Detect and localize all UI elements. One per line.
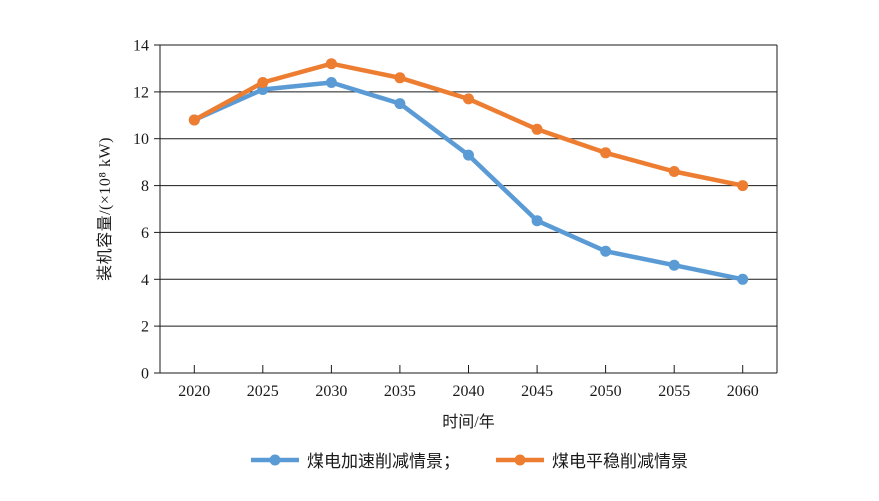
svg-text:2025: 2025 [247,383,279,400]
legend-label-accelerated-scenario: 煤电加速削减情景； [307,452,460,471]
chart-plot: 0 2 4 6 8 10 12 14 2020 2025 2030 2035 2040 2045 2050 2… [133,38,778,400]
svg-text:6: 6 [141,225,149,242]
x-axis-title: 时间/年 [442,414,495,431]
svg-text:2050: 2050 [590,383,622,400]
legend-dot-blue [269,454,281,465]
y-axis-title: 装机容量/(×10⁸ kW) [97,137,114,281]
svg-text:2045: 2045 [521,383,553,400]
legend-dot-orange [514,454,526,465]
svg-text:2020: 2020 [178,383,210,400]
svg-text:14: 14 [133,38,149,55]
legend-item-steady-scenario: 煤电平稳削减情景 [494,447,688,472]
svg-text:2: 2 [141,319,149,336]
svg-text:2035: 2035 [384,383,416,400]
legend-item-accelerated-scenario: 煤电加速削减情景； [249,447,460,472]
svg-text:2030: 2030 [315,383,347,400]
legend-label-steady-scenario: 煤电平稳削减情景 [552,452,688,471]
legend: 煤电加速削减情景； 煤电平稳削减情景 [160,447,777,472]
svg-text:2060: 2060 [727,383,759,400]
svg-text:10: 10 [133,131,149,148]
svg-text:2055: 2055 [658,383,690,400]
svg-text:2040: 2040 [453,383,485,400]
svg-text:8: 8 [141,178,149,195]
line-marker-icon [496,454,544,465]
svg-text:0: 0 [141,366,149,383]
svg-text:4: 4 [141,272,149,289]
svg-text:12: 12 [133,84,149,101]
line-marker-icon [251,454,299,465]
